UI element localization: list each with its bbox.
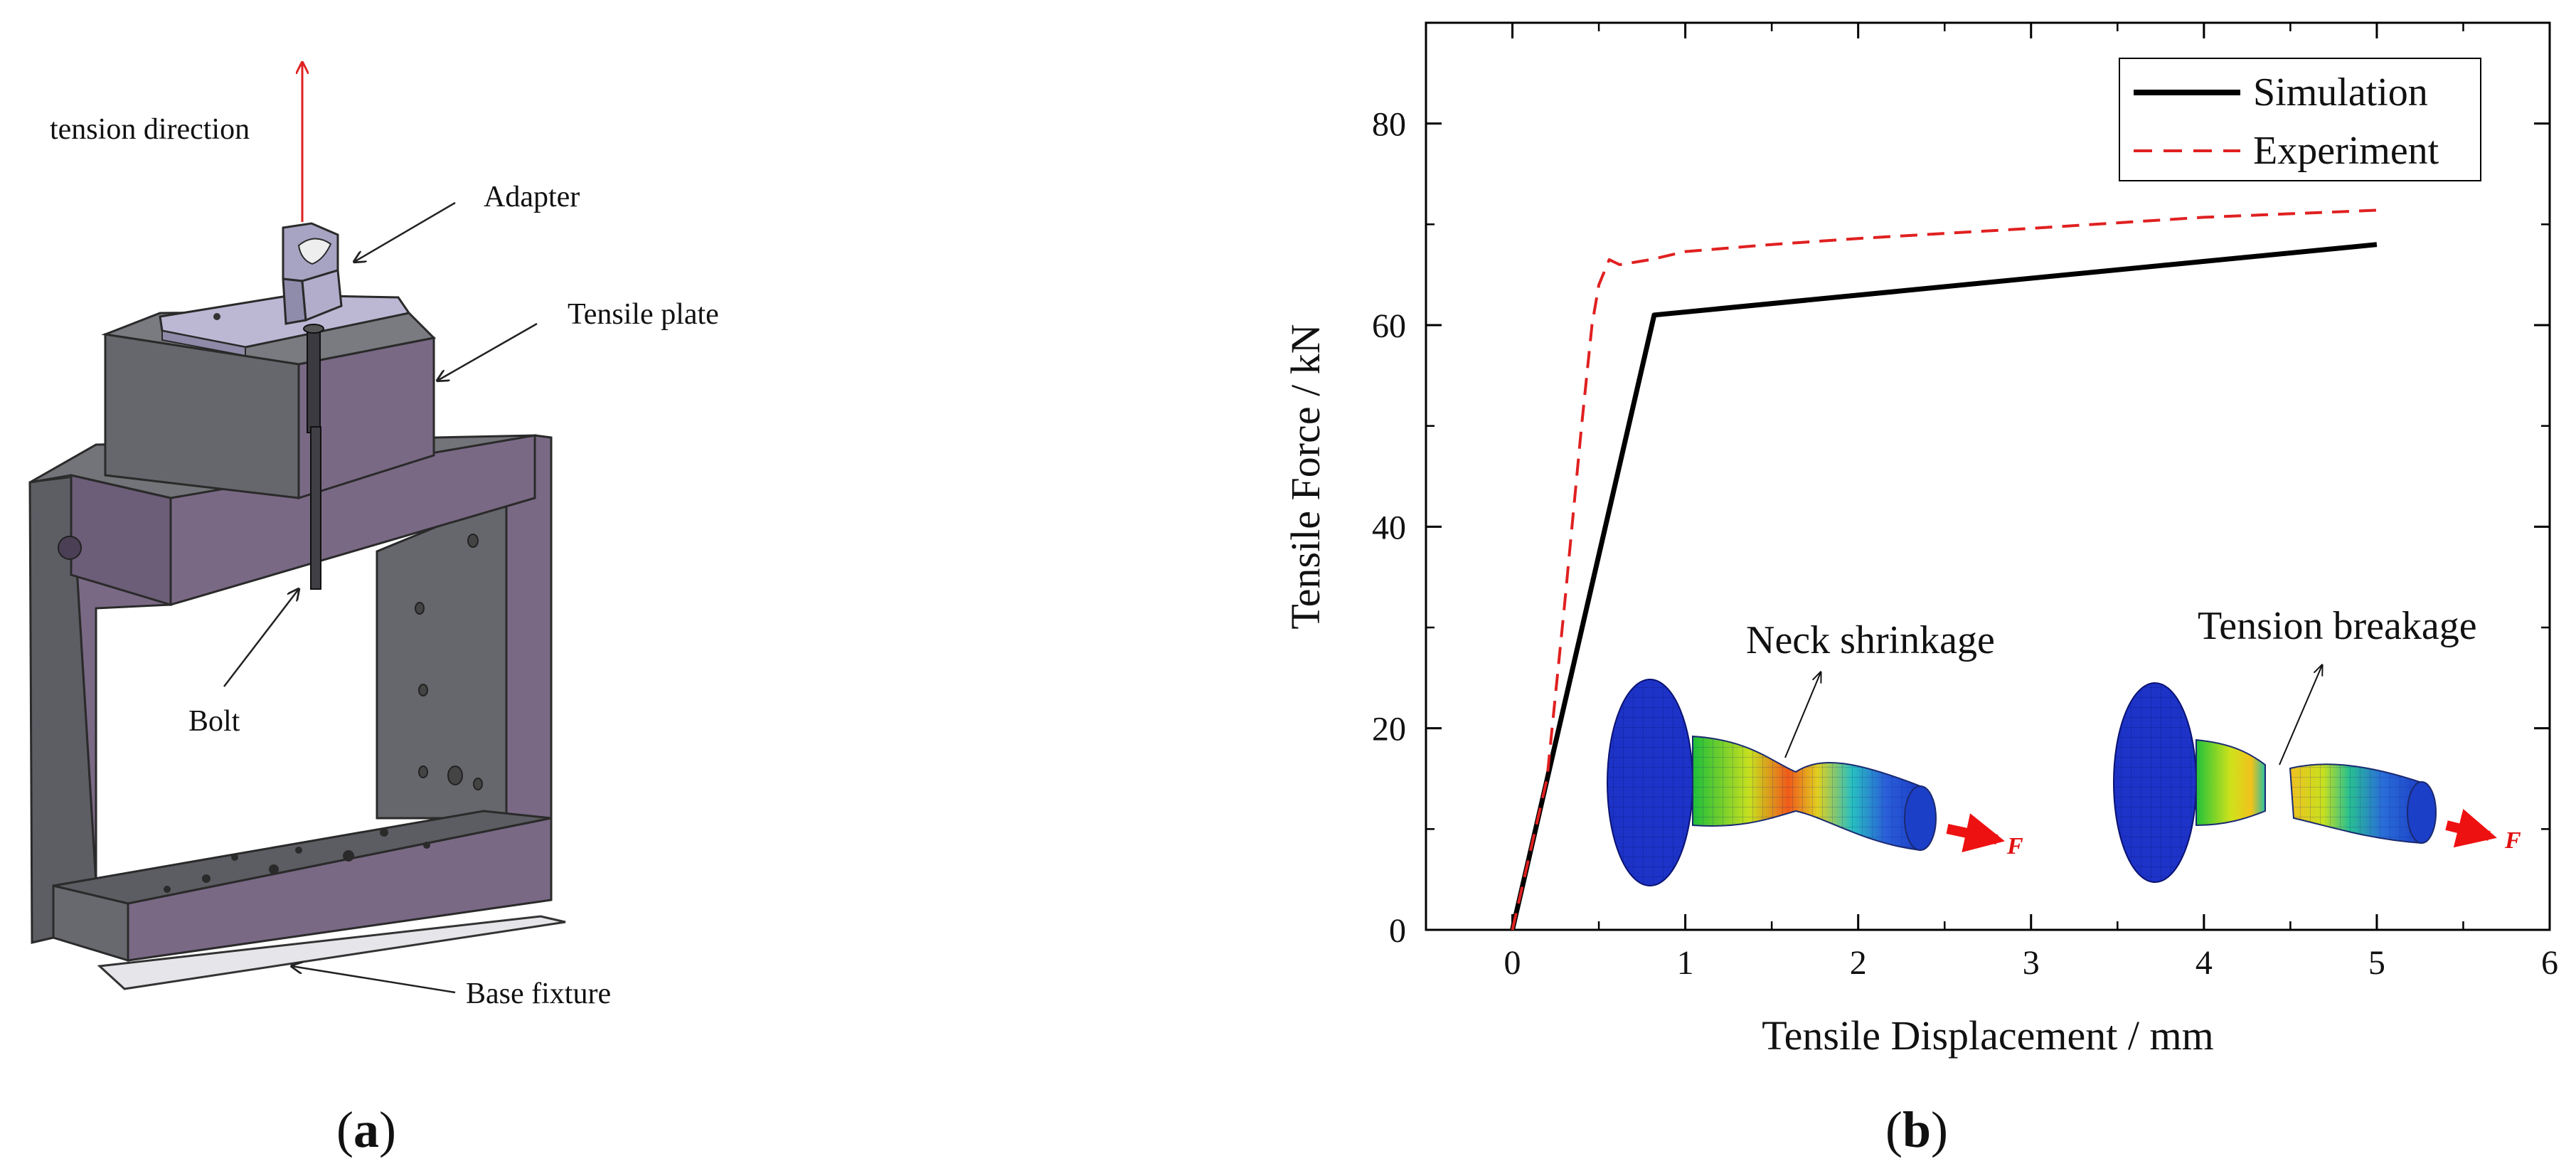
legend-label-experiment: Experiment [2253, 129, 2439, 173]
y-tick-label: 80 [1372, 106, 1406, 144]
adapter-part [159, 222, 411, 357]
adapter-label: Adapter [484, 181, 580, 213]
y-tick-label: 40 [1372, 509, 1406, 546]
force-symbol-2: F [2504, 827, 2521, 854]
series-layer [1510, 208, 2378, 931]
x-tick-labels: 0 1 2 3 4 5 6 [1504, 944, 2558, 982]
panel-a-label: (a) [336, 1101, 396, 1158]
x-tick-label: 4 [2196, 944, 2213, 982]
tension-breakage-label: Tension breakage [2198, 604, 2477, 648]
bolt-part [303, 324, 324, 590]
legend: Simulation Experiment [2119, 58, 2481, 181]
y-tick-labels: 0 20 40 60 80 [1372, 106, 1406, 950]
bolt-callout-arrow [223, 589, 299, 687]
force-arrow-2 [2445, 808, 2497, 848]
force-symbol-1: F [2006, 833, 2023, 859]
neck-shrinkage-label: Neck shrinkage [1746, 618, 1995, 662]
x-tick-label: 5 [2368, 944, 2385, 982]
base-fixture-callout-arrow [292, 966, 456, 994]
specimen-breakage-inset: F Tension breakage [2113, 604, 2521, 883]
neck-callout-arrow [1784, 672, 1821, 758]
series-line-simulation [1510, 242, 2378, 931]
breakage-callout-arrow [2279, 665, 2322, 766]
legend-box [2119, 58, 2481, 181]
tension-direction-label: tension direction [50, 113, 250, 146]
panel-b-label: (b) [1885, 1101, 1948, 1158]
adapter-callout-arrow [354, 201, 456, 262]
force-arrow-1 [1946, 813, 2005, 852]
legend-label-simulation: Simulation [2253, 70, 2428, 115]
tensile-plate-callout-arrow [437, 322, 538, 381]
base-fixture-label: Base fixture [466, 978, 611, 1010]
y-tick-label: 60 [1372, 307, 1406, 345]
y-axis-label: Tensile Force / kN [1282, 324, 1329, 629]
fixture-bottom-block [52, 810, 553, 963]
x-tick-label: 6 [2541, 944, 2558, 982]
base-fixture-plate [97, 915, 566, 990]
fixture-illustration: tension direction Adapter Tensile plate … [28, 63, 719, 1158]
bolt-label: Bolt [188, 705, 240, 738]
y-tick-label: 0 [1389, 912, 1406, 950]
y-tick-label: 20 [1372, 711, 1406, 748]
x-tick-label: 0 [1504, 944, 1521, 982]
axis-ticks [1425, 23, 2551, 931]
specimen-neck-inset: F Neck shrinkage [1607, 618, 2023, 886]
x-axis-label: Tensile Displacement / mm [1762, 1012, 2213, 1059]
plot-frame [1425, 21, 2551, 931]
x-tick-label: 1 [1677, 944, 1694, 982]
force-displacement-chart: 0 20 40 60 80 0 1 2 3 4 5 6 Tensile Displacement /… [1282, 21, 2558, 1158]
series-line-experiment [1511, 208, 2377, 931]
tensile-plate-label: Tensile plate [568, 298, 719, 331]
x-tick-label: 2 [1850, 944, 1867, 982]
x-tick-label: 3 [2023, 944, 2040, 982]
